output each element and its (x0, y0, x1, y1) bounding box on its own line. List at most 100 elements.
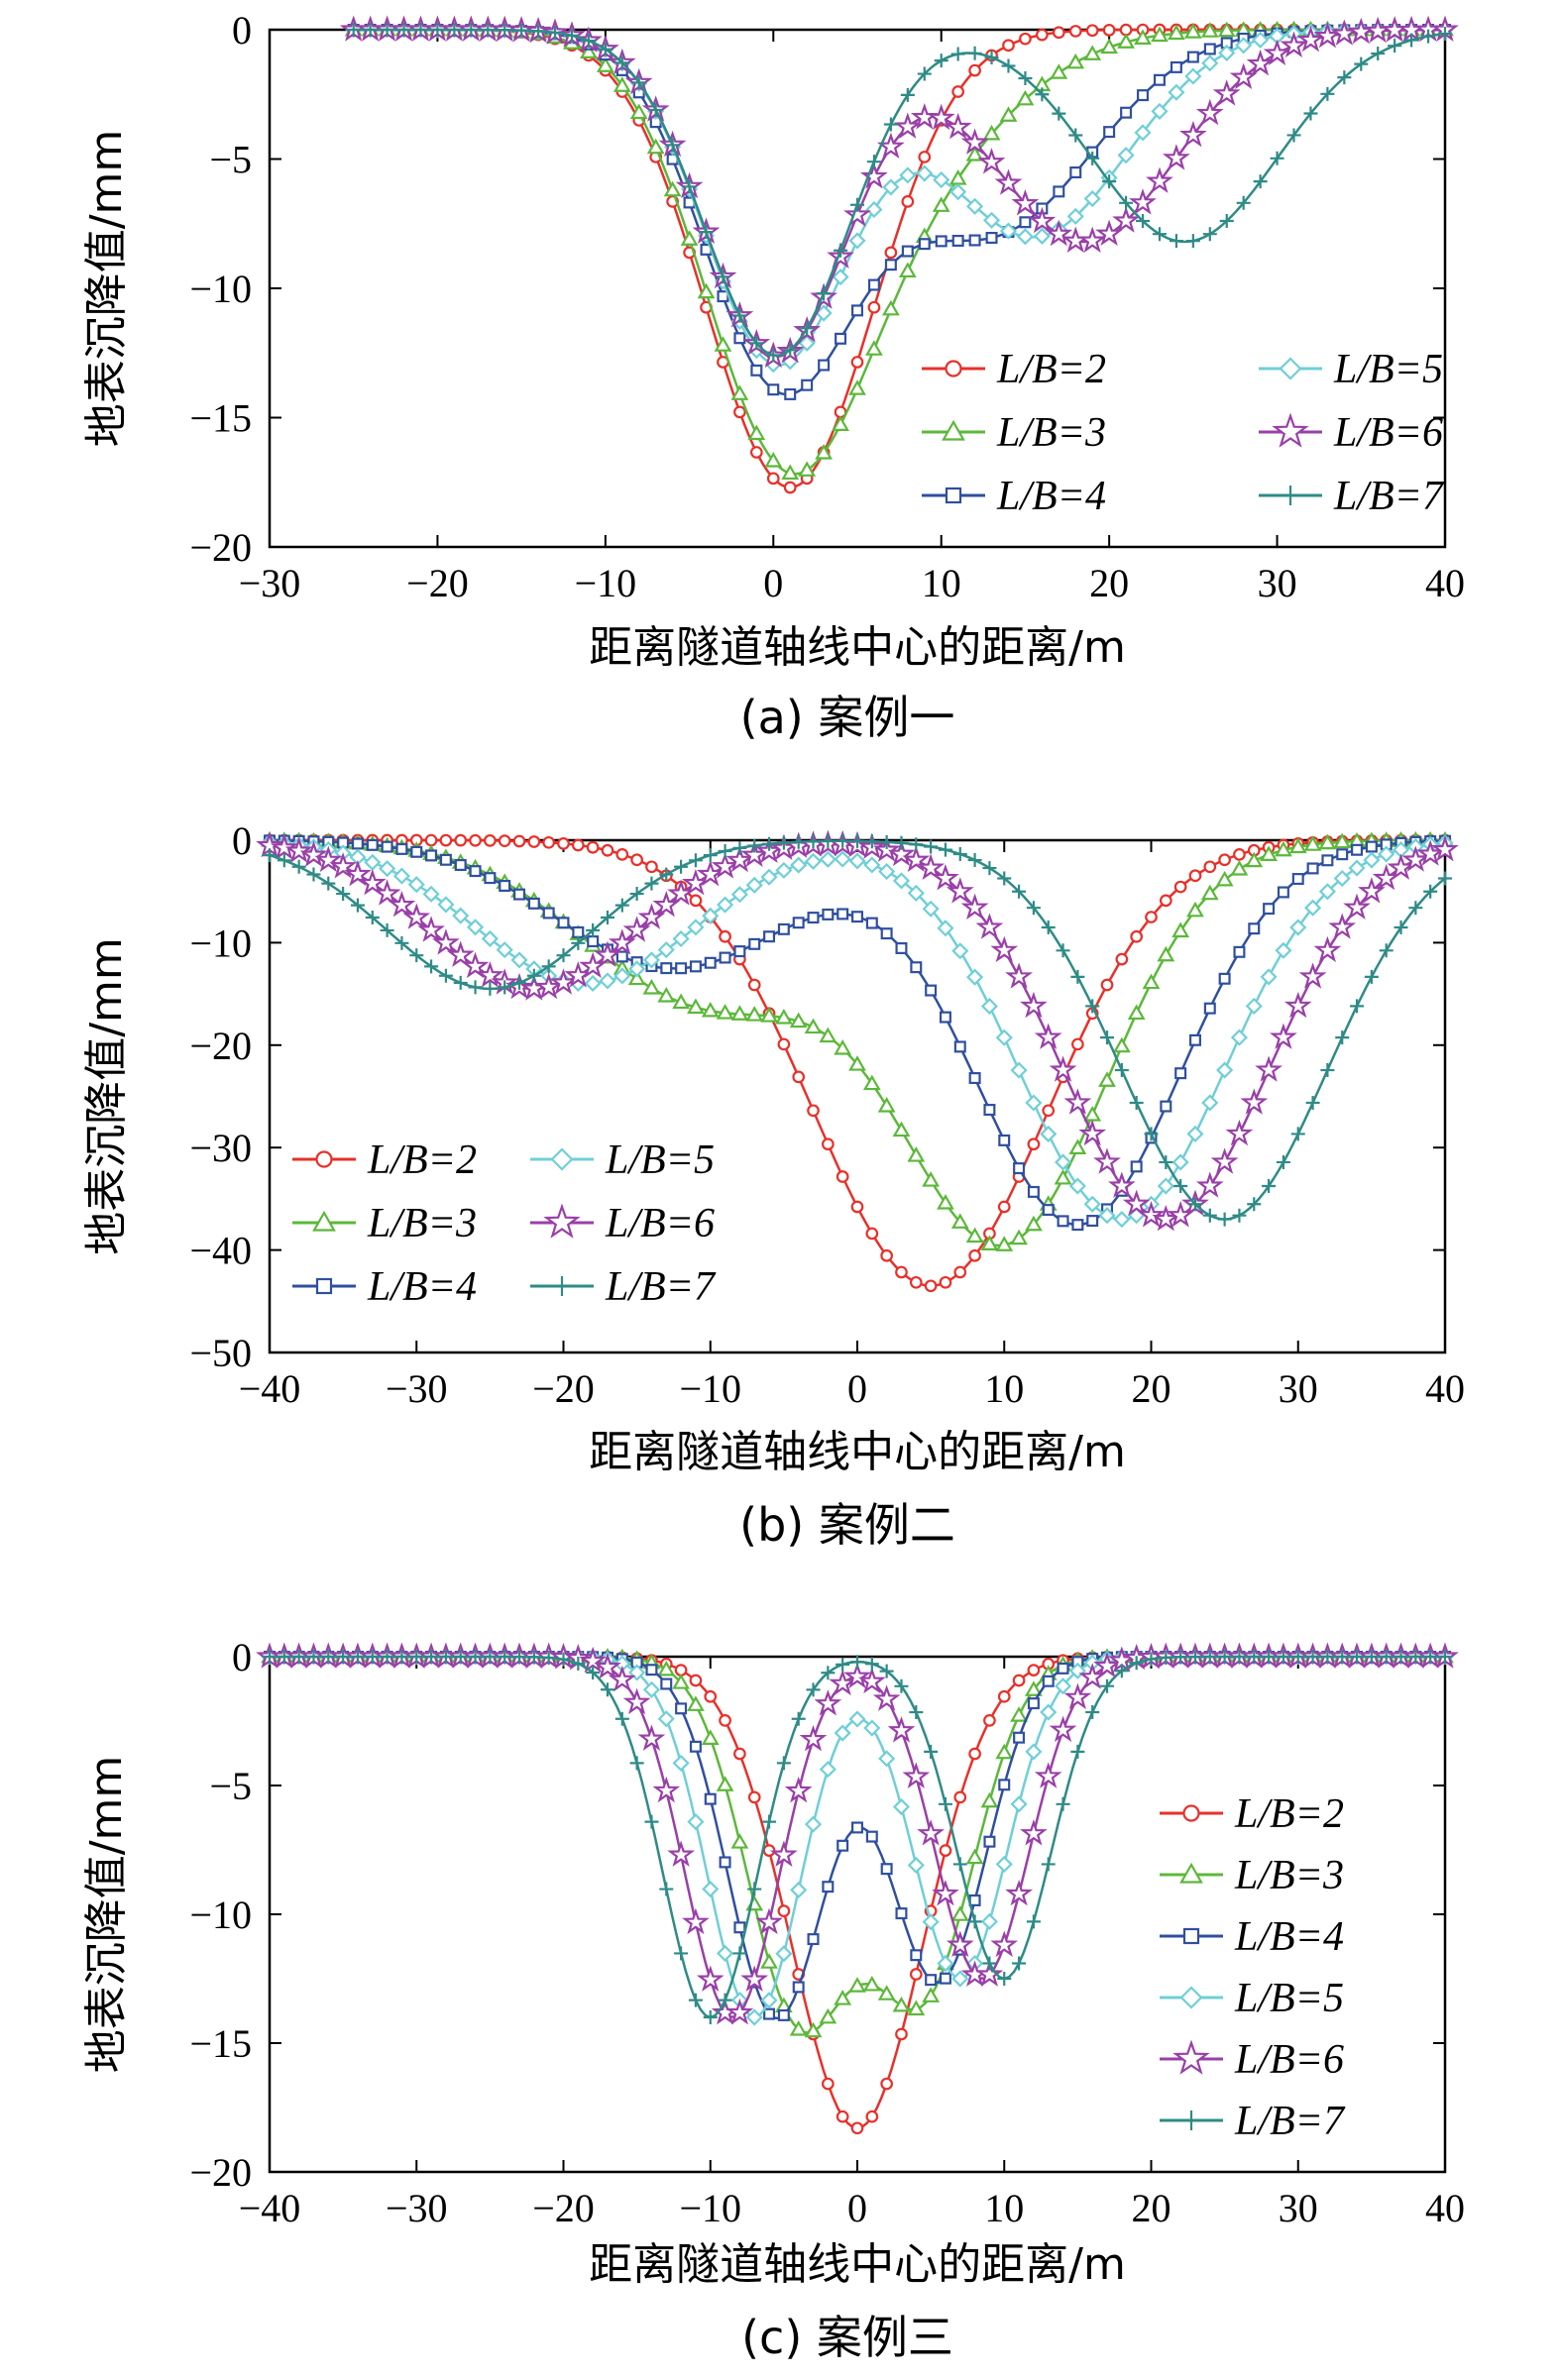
data-point (1102, 23, 1116, 37)
data-point (579, 1646, 607, 1674)
data-point (1305, 1650, 1320, 1664)
data-point (836, 1657, 850, 1672)
data-point (998, 1134, 1011, 1146)
data-point (1173, 1650, 1188, 1665)
x-tick-label: 10 (984, 2186, 1024, 2230)
data-point (1129, 188, 1157, 215)
data-point (966, 197, 984, 215)
data-point (822, 908, 835, 920)
data-point (1153, 73, 1166, 86)
data-point (932, 863, 959, 891)
data-point (748, 937, 761, 950)
data-point (1068, 1138, 1087, 1154)
data-point (364, 853, 382, 871)
data-point (977, 148, 1006, 174)
data-point (832, 415, 849, 431)
data-point (980, 1912, 998, 1930)
data-point (586, 840, 600, 854)
data-point (422, 885, 440, 903)
data-point (1185, 234, 1200, 249)
data-point (703, 848, 718, 863)
data-point (696, 1965, 725, 1992)
data-point (704, 1689, 718, 1703)
data-point (526, 1650, 541, 1665)
y-tick-label: −20 (189, 2150, 252, 2195)
legend-marker (942, 419, 965, 441)
panel-a: −30 −20 −10 0 10 20 30 400−5−10−15−20距离隧道轴线中心的距… (81, 8, 1465, 744)
data-point (1186, 901, 1204, 918)
data-point (642, 978, 661, 995)
data-point (1378, 845, 1395, 863)
legend-marker (945, 487, 962, 504)
data-point (1283, 991, 1312, 1019)
data-point (1057, 1662, 1069, 1675)
data-point (1019, 216, 1032, 229)
data-point (815, 444, 834, 460)
data-point (556, 948, 571, 963)
data-point (1350, 1650, 1365, 1664)
data-point (763, 930, 776, 943)
data-point (652, 1776, 681, 1803)
data-point (557, 837, 570, 850)
data-point (277, 1650, 291, 1664)
data-point (843, 1662, 871, 1689)
legend-marker (550, 1147, 574, 1171)
data-point (998, 1779, 1011, 1791)
data-point (1011, 189, 1040, 216)
data-point (892, 1121, 911, 1137)
data-point (1169, 234, 1183, 249)
data-point (687, 998, 705, 1015)
data-point (1093, 1147, 1121, 1174)
data-point (1100, 38, 1119, 54)
data-point (760, 1007, 778, 1023)
data-point (453, 975, 468, 990)
data-point (983, 1104, 996, 1117)
data-point (1103, 126, 1116, 139)
data-point (657, 1660, 676, 1677)
series-l-b-5 (261, 1648, 1454, 2026)
data-point (850, 1200, 864, 1214)
data-point (483, 981, 498, 996)
data-point (918, 151, 932, 163)
data-point (321, 876, 336, 891)
data-point (291, 859, 306, 874)
data-point (1045, 219, 1073, 247)
data-point (894, 835, 909, 850)
legend-label: L/B=4 (367, 1264, 477, 1310)
data-point (1100, 978, 1114, 992)
data-point (982, 124, 1001, 141)
data-point (983, 1714, 996, 1727)
data-point (949, 183, 967, 201)
series-line (353, 28, 1445, 367)
legend-item: L/B=3 (292, 1201, 477, 1246)
data-point (702, 1881, 720, 1898)
data-point (1134, 124, 1152, 142)
data-point (862, 1975, 881, 1992)
data-point (895, 1265, 908, 1279)
y-axis-label: 地表沉降值/mm (81, 937, 132, 1255)
data-point (1202, 1208, 1217, 1223)
data-point (1114, 1063, 1129, 1078)
data-point (447, 23, 462, 38)
data-point (815, 304, 833, 322)
data-point (1100, 1030, 1115, 1045)
data-point (953, 1040, 966, 1053)
x-tick-label: −30 (386, 2186, 448, 2230)
legend-label: L/B=7 (1333, 474, 1445, 519)
data-point (733, 1747, 746, 1761)
data-point (990, 1930, 1019, 1958)
data-point (1083, 45, 1102, 60)
data-point (1035, 87, 1050, 102)
data-point (1005, 1879, 1033, 1906)
data-point (925, 1974, 938, 1987)
data-point (980, 1235, 999, 1251)
data-point (999, 106, 1018, 122)
legend-marker (1172, 2039, 1210, 2075)
data-point (934, 54, 948, 68)
legend-marker (315, 1150, 333, 1168)
data-point (688, 1993, 703, 2007)
data-point (291, 1650, 306, 1664)
data-point (994, 168, 1023, 195)
data-point (1229, 62, 1258, 89)
legend-marker (315, 1277, 333, 1295)
